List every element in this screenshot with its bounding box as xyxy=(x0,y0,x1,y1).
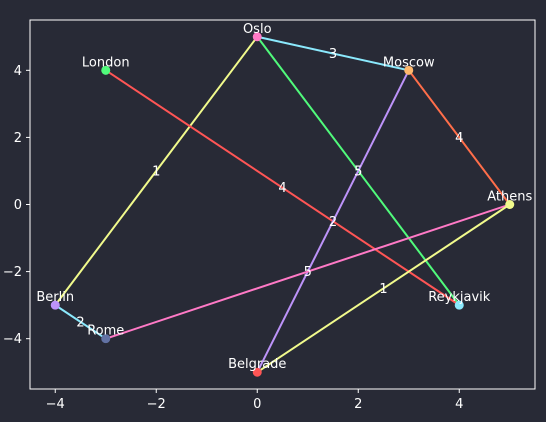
edge-oslo-berlin xyxy=(54,35,259,307)
edge-weight-label: 3 xyxy=(329,47,337,62)
edge-weight-label: 4 xyxy=(455,131,463,146)
node-berlin xyxy=(50,300,60,310)
edge-weight-label: 4 xyxy=(278,181,286,196)
graph-edges xyxy=(54,35,511,374)
node-oslo xyxy=(252,32,262,42)
x-tick-label: −2 xyxy=(147,397,166,412)
edge-weight-labels: 3 1 5 4 4 2 5 1 2 xyxy=(76,47,463,330)
node-label-berlin: Berlin xyxy=(36,290,74,305)
plot-axes: −4 −2 0 2 4 −4 −2 0 2 4 xyxy=(3,19,536,412)
y-tick-label: −2 xyxy=(3,265,22,280)
edge-moscow-belgrade xyxy=(256,69,410,374)
node-label-oslo: Oslo xyxy=(243,22,272,37)
node-rome xyxy=(101,334,111,344)
edge-weight-label: 2 xyxy=(76,315,84,330)
node-london xyxy=(101,65,111,75)
edge-weight-label: 1 xyxy=(152,164,160,179)
edge-weight-label: 2 xyxy=(329,215,337,230)
node-label-athens: Athens xyxy=(487,190,532,205)
node-label-moscow: Moscow xyxy=(383,55,435,70)
edge-weight-label: 5 xyxy=(354,164,362,179)
edge-athens-rome xyxy=(104,203,511,340)
node-label-reykjavik: Reykjavik xyxy=(428,290,491,305)
node-label-london: London xyxy=(82,55,130,70)
edge-athens-belgrade xyxy=(256,203,511,374)
edge-oslo-moscow xyxy=(256,35,410,72)
x-tick-label: 2 xyxy=(354,397,362,412)
node-moscow xyxy=(404,65,414,75)
node-belgrade xyxy=(252,367,262,377)
y-tick-label: 4 xyxy=(14,64,22,79)
node-athens xyxy=(505,200,515,209)
x-tick-label: 0 xyxy=(253,397,261,412)
x-tick-label: 4 xyxy=(455,397,463,412)
x-tick-label: −4 xyxy=(46,397,65,412)
graph-nodes xyxy=(50,32,515,377)
edge-weight-label: 5 xyxy=(304,265,312,280)
node-label-belgrade: Belgrade xyxy=(228,357,286,372)
edge-weight-label: 1 xyxy=(379,282,387,297)
y-tick-label: −4 xyxy=(3,332,22,347)
node-labels: Oslo London Moscow Athens Berlin Reykjavik Rom… xyxy=(36,22,532,372)
edge-berlin-rome xyxy=(54,304,107,340)
y-tick-label: 0 xyxy=(14,198,22,213)
node-reykjavik xyxy=(454,300,464,310)
edge-moscow-athens xyxy=(407,69,511,206)
y-tick-label: 2 xyxy=(14,131,22,146)
node-label-rome: Rome xyxy=(87,324,124,339)
edge-london-reykjavik xyxy=(104,69,461,307)
